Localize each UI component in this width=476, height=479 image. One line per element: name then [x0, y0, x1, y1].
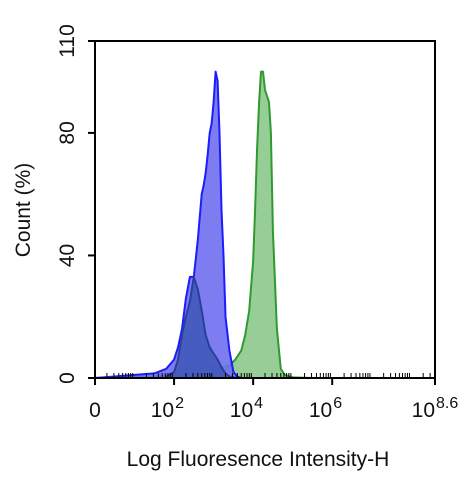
x-tick-exponent-3: 6 — [333, 395, 342, 412]
series-layer — [94, 70, 436, 379]
x-tick-exponent-2: 4 — [254, 395, 263, 412]
series-area-1 — [94, 70, 436, 379]
x-tick-label-4: 10 — [412, 399, 435, 422]
ticks-layer — [88, 40, 436, 385]
x-tick-label-0: 0 — [89, 399, 101, 422]
y-tick-label-1: 40 — [56, 244, 79, 267]
y-tick-label-0: 0 — [56, 372, 79, 384]
y-axis-title: Count (%) — [12, 163, 35, 258]
x-tick-label-1: 10 — [151, 399, 174, 422]
x-tick-exponent-1: 2 — [175, 395, 184, 412]
x-tick-label-3: 10 — [309, 399, 332, 422]
y-tick-label-3: 110 — [56, 24, 79, 57]
y-tick-label-2: 80 — [56, 121, 79, 144]
x-axis-title: Log Fluoresence Intensity-H — [127, 448, 390, 471]
x-tick-label-2: 10 — [230, 399, 253, 422]
x-tick-exponent-4: 8.6 — [436, 395, 458, 412]
series-area-0 — [94, 70, 436, 379]
